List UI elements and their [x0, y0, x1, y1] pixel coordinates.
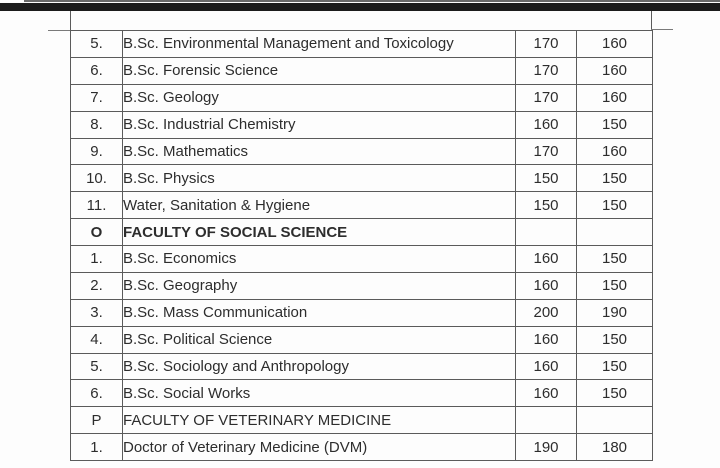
row-serial-cell: 6.	[70, 56, 123, 85]
row-score1-cell: 200	[515, 298, 577, 327]
redaction-bar	[0, 3, 720, 11]
row-score2-cell: 150	[576, 245, 653, 273]
row-rule-right-overhang	[651, 29, 673, 30]
table-row: 5. B.Sc. Environmental Management and To…	[70, 30, 653, 58]
row-course-cell: B.Sc. Political Science	[122, 325, 516, 354]
row-score2-cell: 150	[576, 271, 653, 300]
row-serial-cell: 1.	[70, 245, 123, 273]
row-score1-cell: 160	[515, 325, 577, 354]
table-row: 3. B.Sc. Mass Communication 200 190	[70, 298, 653, 327]
row-serial-cell: 5.	[70, 30, 123, 58]
row-score1-cell	[515, 406, 577, 435]
row-rule-left-overhang	[48, 30, 71, 31]
table-right-border-stub	[651, 11, 652, 31]
table-row: 2. B.Sc. Geography 160 150	[70, 271, 653, 300]
row-course-cell: B.Sc. Geography	[122, 271, 516, 300]
row-serial-cell: 2.	[70, 271, 123, 300]
row-score2-cell: 160	[576, 56, 653, 85]
row-course-cell: B.Sc. Industrial Chemistry	[122, 110, 516, 139]
row-score2-cell: 160	[576, 137, 653, 166]
row-serial-cell: 1.	[70, 433, 123, 461]
row-score1-cell: 160	[515, 271, 577, 300]
row-course-cell: B.Sc. Physics	[122, 164, 516, 193]
row-score1-cell: 160	[515, 379, 577, 408]
page-top-edge-line	[24, 0, 720, 2]
row-course-cell: FACULTY OF VETERINARY MEDICINE	[122, 406, 516, 435]
row-score2-cell: 150	[576, 325, 653, 354]
table-row: 5. B.Sc. Sociology and Anthropology 160 …	[70, 352, 653, 381]
row-serial-cell: O	[70, 218, 123, 246]
row-score2-cell: 180	[576, 433, 653, 461]
row-serial-cell: 5.	[70, 352, 123, 381]
row-serial-cell: 4.	[70, 325, 123, 354]
row-course-cell: B.Sc. Forensic Science	[122, 56, 516, 85]
row-course-cell: Water, Sanitation & Hygiene	[122, 191, 516, 220]
table-row: 1. B.Sc. Economics 160 150	[70, 245, 653, 273]
table-row: 6. B.Sc. Social Works 160 150	[70, 379, 653, 408]
row-course-cell: FACULTY OF SOCIAL SCIENCE	[122, 218, 516, 246]
row-serial-cell: 11.	[70, 191, 123, 220]
table-row: P FACULTY OF VETERINARY MEDICINE	[70, 406, 653, 435]
row-course-cell: B.Sc. Sociology and Anthropology	[122, 352, 516, 381]
row-score2-cell: 150	[576, 110, 653, 139]
row-score1-cell: 170	[515, 137, 577, 166]
table-row: 7. B.Sc. Geology 170 160	[70, 83, 653, 112]
cutoff-marks-table: 5. B.Sc. Environmental Management and To…	[70, 30, 653, 461]
row-score2-cell: 150	[576, 352, 653, 381]
row-score2-cell: 150	[576, 191, 653, 220]
row-score1-cell: 170	[515, 83, 577, 112]
row-score1-cell: 190	[515, 433, 577, 461]
row-course-cell: Doctor of Veterinary Medicine (DVM)	[122, 433, 516, 461]
row-score2-cell	[576, 406, 653, 435]
row-score2-cell: 160	[576, 30, 653, 58]
row-serial-cell: 3.	[70, 298, 123, 327]
row-course-cell: B.Sc. Social Works	[122, 379, 516, 408]
row-serial-cell: 8.	[70, 110, 123, 139]
row-score2-cell: 150	[576, 164, 653, 193]
row-score2-cell: 160	[576, 83, 653, 112]
table-row: 4. B.Sc. Political Science 160 150	[70, 325, 653, 354]
table-left-border-stub	[70, 11, 71, 31]
row-score2-cell: 190	[576, 298, 653, 327]
table-row: 1. Doctor of Veterinary Medicine (DVM) 1…	[70, 433, 653, 461]
table-row: 11. Water, Sanitation & Hygiene 150 150	[70, 191, 653, 220]
row-score1-cell: 150	[515, 164, 577, 193]
row-serial-cell: P	[70, 406, 123, 435]
row-score1-cell: 170	[515, 30, 577, 58]
row-serial-cell: 6.	[70, 379, 123, 408]
row-score1-cell	[515, 218, 577, 246]
row-course-cell: B.Sc. Mathematics	[122, 137, 516, 166]
row-score2-cell	[576, 218, 653, 246]
row-course-cell: B.Sc. Economics	[122, 245, 516, 273]
row-score1-cell: 160	[515, 110, 577, 139]
row-course-cell: B.Sc. Mass Communication	[122, 298, 516, 327]
row-score1-cell: 150	[515, 191, 577, 220]
row-serial-cell: 10.	[70, 164, 123, 193]
table-row: 8. B.Sc. Industrial Chemistry 160 150	[70, 110, 653, 139]
row-course-cell: B.Sc. Environmental Management and Toxic…	[122, 30, 516, 58]
row-score1-cell: 170	[515, 56, 577, 85]
table-row: 10. B.Sc. Physics 150 150	[70, 164, 653, 193]
cutoff-table-body: 5. B.Sc. Environmental Management and To…	[70, 30, 653, 461]
table-row: O FACULTY OF SOCIAL SCIENCE	[70, 218, 653, 246]
row-score1-cell: 160	[515, 245, 577, 273]
table-row: 6. B.Sc. Forensic Science 170 160	[70, 56, 653, 85]
row-score1-cell: 160	[515, 352, 577, 381]
row-serial-cell: 9.	[70, 137, 123, 166]
row-score2-cell: 150	[576, 379, 653, 408]
row-course-cell: B.Sc. Geology	[122, 83, 516, 112]
row-serial-cell: 7.	[70, 83, 123, 112]
table-row: 9. B.Sc. Mathematics 170 160	[70, 137, 653, 166]
